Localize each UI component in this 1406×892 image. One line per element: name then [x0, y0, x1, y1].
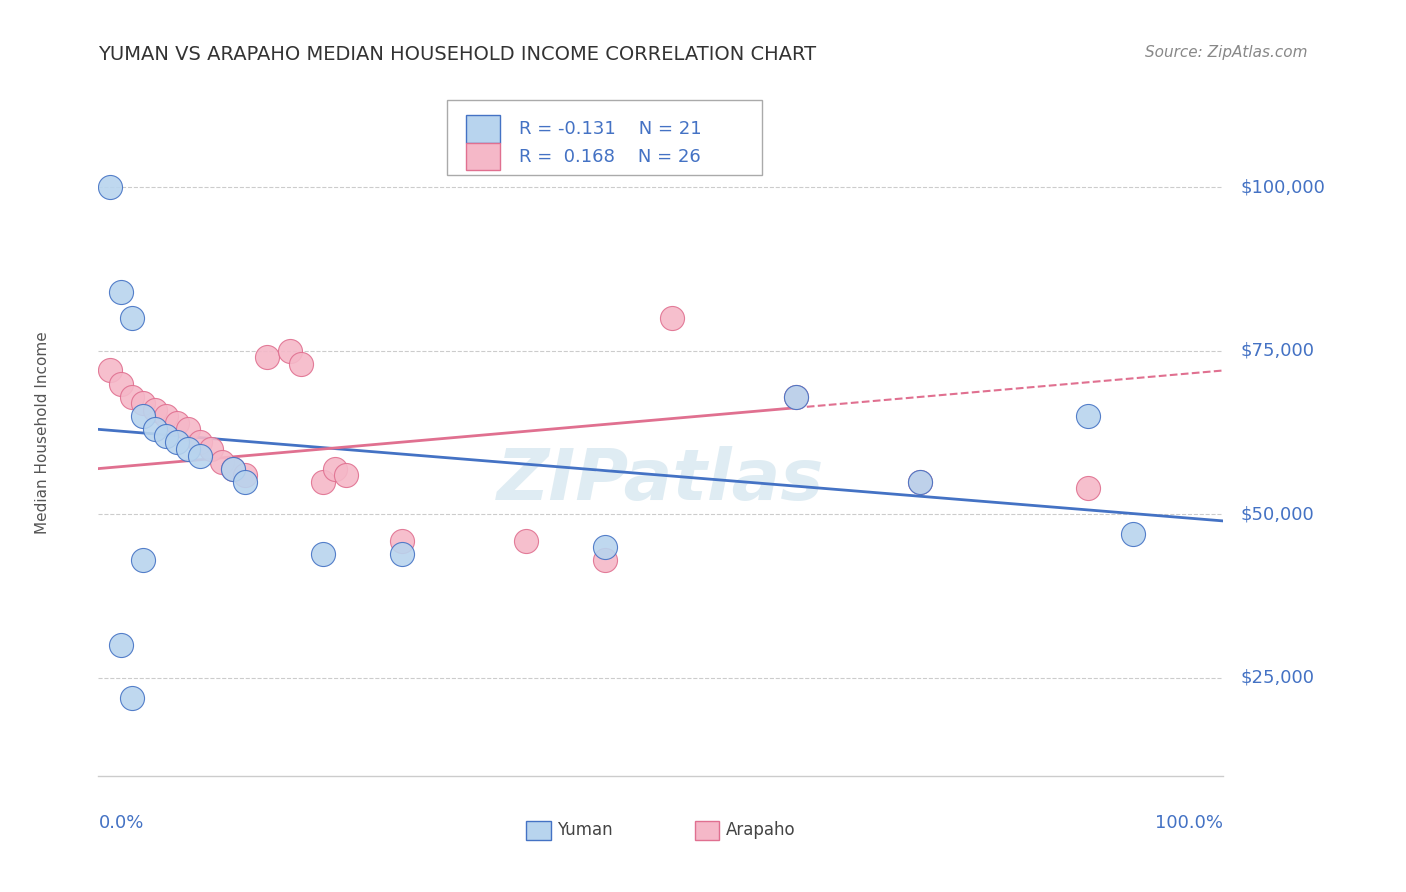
- Point: [177, 422, 200, 436]
- Point: [177, 442, 200, 456]
- Text: 100.0%: 100.0%: [1156, 814, 1223, 832]
- Point: [222, 461, 245, 475]
- FancyBboxPatch shape: [447, 100, 762, 175]
- Point: [98, 180, 121, 194]
- Point: [121, 390, 143, 404]
- Point: [166, 435, 188, 450]
- Text: $75,000: $75,000: [1240, 342, 1315, 359]
- Point: [335, 468, 357, 483]
- Point: [132, 396, 155, 410]
- Point: [110, 376, 132, 391]
- Point: [323, 461, 346, 475]
- Text: Arapaho: Arapaho: [725, 822, 796, 839]
- Point: [211, 455, 233, 469]
- Point: [121, 311, 143, 326]
- Point: [785, 390, 807, 404]
- Point: [785, 390, 807, 404]
- Point: [200, 442, 222, 456]
- Point: [908, 475, 931, 489]
- Point: [233, 468, 256, 483]
- Point: [98, 363, 121, 377]
- Text: Yuman: Yuman: [557, 822, 613, 839]
- Text: R =  0.168    N = 26: R = 0.168 N = 26: [519, 147, 700, 166]
- Point: [278, 343, 301, 358]
- Point: [391, 547, 413, 561]
- Point: [155, 429, 177, 443]
- Text: ZIPatlas: ZIPatlas: [498, 446, 824, 516]
- Point: [312, 475, 335, 489]
- Bar: [467, 143, 501, 170]
- Point: [132, 409, 155, 424]
- Text: Source: ZipAtlas.com: Source: ZipAtlas.com: [1144, 45, 1308, 60]
- Text: YUMAN VS ARAPAHO MEDIAN HOUSEHOLD INCOME CORRELATION CHART: YUMAN VS ARAPAHO MEDIAN HOUSEHOLD INCOME…: [98, 45, 817, 63]
- Point: [222, 461, 245, 475]
- Text: 0.0%: 0.0%: [98, 814, 143, 832]
- Text: Median Household Income: Median Household Income: [35, 331, 49, 534]
- Point: [166, 416, 188, 430]
- Bar: [695, 821, 720, 840]
- Point: [256, 351, 278, 365]
- Point: [121, 690, 143, 705]
- Point: [1077, 481, 1099, 495]
- Point: [110, 285, 132, 299]
- Point: [1077, 409, 1099, 424]
- Point: [661, 311, 683, 326]
- Point: [312, 547, 335, 561]
- Text: R = -0.131    N = 21: R = -0.131 N = 21: [519, 120, 702, 138]
- Bar: [526, 821, 551, 840]
- Point: [593, 540, 616, 554]
- Point: [290, 357, 312, 371]
- Point: [143, 422, 166, 436]
- Bar: [467, 115, 501, 143]
- Text: $25,000: $25,000: [1240, 669, 1315, 687]
- Text: $50,000: $50,000: [1240, 506, 1313, 524]
- Point: [143, 402, 166, 417]
- Text: $100,000: $100,000: [1240, 178, 1324, 196]
- Point: [1122, 527, 1144, 541]
- Point: [188, 449, 211, 463]
- Point: [155, 409, 177, 424]
- Point: [908, 475, 931, 489]
- Point: [391, 533, 413, 548]
- Point: [188, 435, 211, 450]
- Point: [132, 553, 155, 567]
- Point: [593, 553, 616, 567]
- Point: [233, 475, 256, 489]
- Point: [110, 638, 132, 652]
- Point: [515, 533, 537, 548]
